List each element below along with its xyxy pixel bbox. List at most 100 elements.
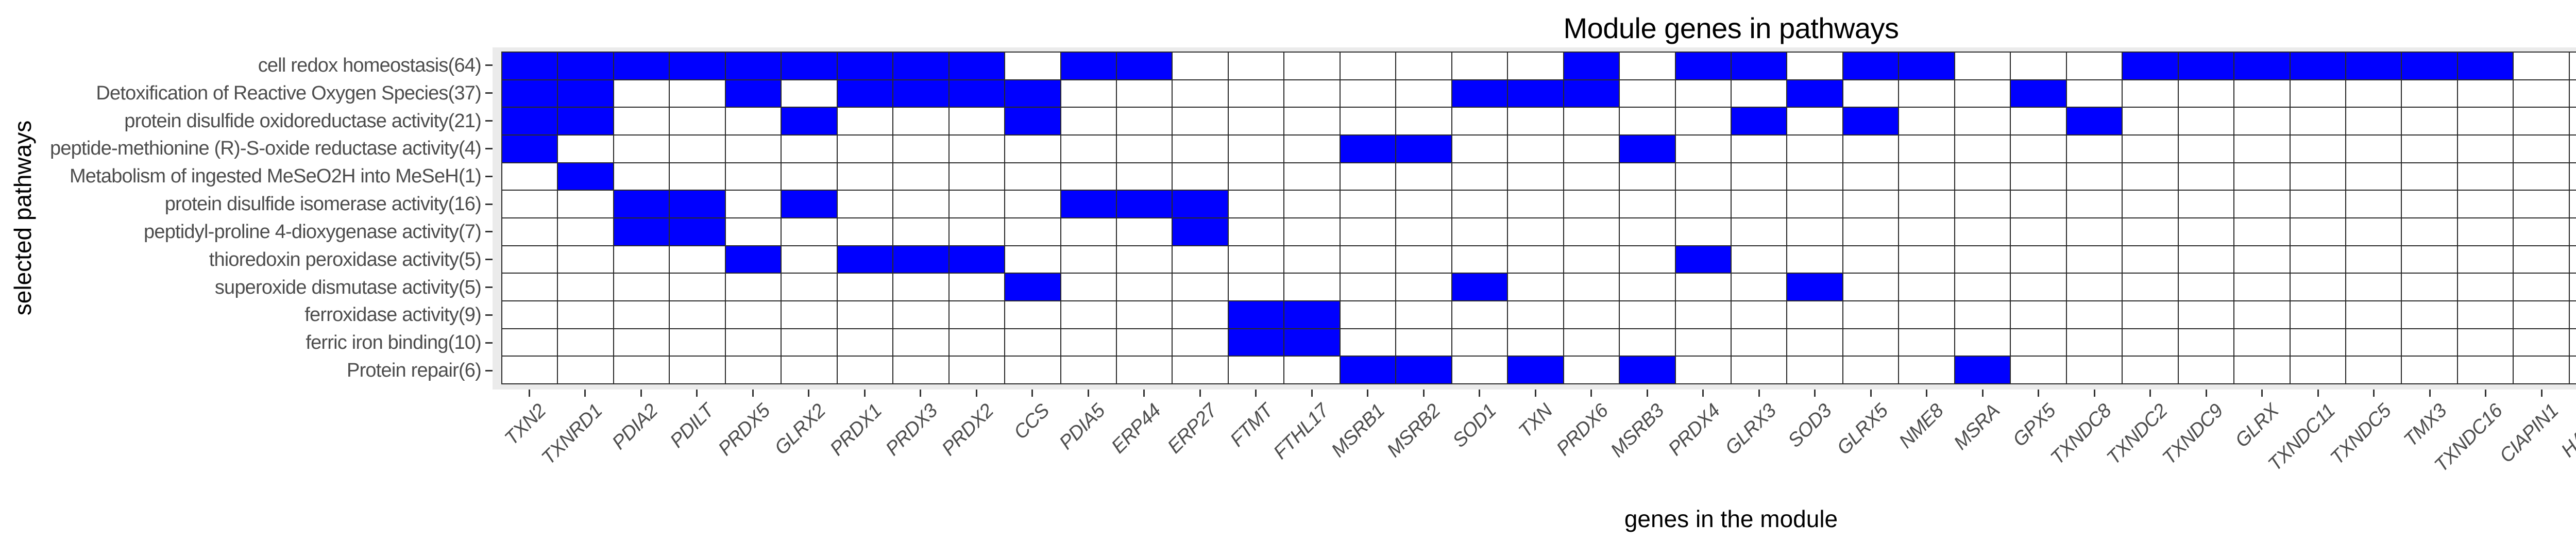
heatmap-cell — [1116, 163, 1172, 190]
heatmap-cell — [1675, 136, 1731, 162]
heatmap-cell — [1955, 191, 2010, 217]
heatmap-cell — [2458, 136, 2513, 162]
heatmap-cell — [1284, 329, 1340, 356]
heatmap-cell — [2514, 53, 2569, 79]
heatmap-cell — [1620, 329, 1675, 356]
heatmap-cell — [2066, 80, 2122, 107]
heatmap-cell — [1228, 191, 1284, 217]
heatmap-cell — [1396, 163, 1451, 190]
heatmap-cell — [1116, 246, 1172, 273]
heatmap-cell — [1284, 357, 1340, 383]
x-axis-tick — [2205, 390, 2207, 397]
heatmap-cell — [2290, 218, 2345, 245]
heatmap-cell — [670, 80, 725, 107]
heatmap-cell — [1508, 53, 1563, 79]
heatmap-cell — [1508, 274, 1563, 300]
heatmap-cell — [1731, 163, 1787, 190]
heatmap-cell — [2458, 246, 2513, 273]
x-axis-tick — [1143, 390, 1145, 397]
heatmap-cell — [1173, 80, 1228, 107]
gene-label: MSRB1 — [1327, 400, 1389, 462]
heatmap-cell — [1452, 108, 1507, 134]
heatmap-cell — [2402, 53, 2457, 79]
heatmap-cell — [1508, 80, 1563, 107]
x-axis-tick — [1758, 390, 1760, 397]
heatmap-cell — [1228, 163, 1284, 190]
y-axis-tick — [485, 175, 493, 177]
heatmap-cell — [1675, 357, 1731, 383]
heatmap-cell — [2514, 274, 2569, 300]
heatmap-cell — [1731, 301, 1787, 328]
heatmap-cell — [1116, 357, 1172, 383]
x-axis-tick — [1534, 390, 1536, 397]
heatmap-cell — [2514, 301, 2569, 328]
gene-label: PRDX4 — [1664, 400, 1724, 460]
heatmap-cell — [1228, 218, 1284, 245]
heatmap-cell — [2123, 218, 2178, 245]
heatmap-cell — [1620, 191, 1675, 217]
heatmap-cell — [2514, 191, 2569, 217]
heatmap-cell — [1173, 357, 1228, 383]
heatmap-cell — [1452, 80, 1507, 107]
gene-label: PDIA5 — [1055, 400, 1110, 454]
heatmap-cell — [1005, 246, 1060, 273]
heatmap-cell — [2123, 274, 2178, 300]
heatmap-cell — [2011, 357, 2066, 383]
heatmap-cell — [893, 80, 948, 107]
heatmap-cell — [1005, 53, 1060, 79]
heatmap-cell — [782, 301, 837, 328]
heatmap-cell — [2402, 357, 2457, 383]
x-axis-tick — [1814, 390, 1816, 397]
heatmap-cell — [2290, 136, 2345, 162]
heatmap-cell — [1564, 80, 1619, 107]
heatmap-cell — [2514, 163, 2569, 190]
heatmap-cell — [2569, 136, 2576, 162]
gene-label: GLRX — [2231, 400, 2283, 452]
gene-label: MSRB3 — [1606, 400, 1669, 462]
heatmap-cell — [837, 108, 893, 134]
heatmap-cell — [1843, 218, 1899, 245]
pathway-label: thioredoxin peroxidase activity(5) — [209, 248, 482, 270]
heatmap-cell — [893, 357, 948, 383]
heatmap-cell — [1787, 218, 1842, 245]
heatmap-cell — [1508, 108, 1563, 134]
heatmap-cell — [1620, 136, 1675, 162]
heatmap-cell — [1787, 108, 1842, 134]
heatmap-cell — [2234, 301, 2290, 328]
heatmap-cell — [1340, 329, 1396, 356]
heatmap-cell — [2011, 218, 2066, 245]
heatmap-cell — [1396, 274, 1451, 300]
heatmap-cell — [2346, 301, 2401, 328]
heatmap-cell — [2402, 329, 2457, 356]
heatmap-cell — [1843, 191, 1899, 217]
heatmap-cell — [1731, 274, 1787, 300]
heatmap-cell — [1787, 329, 1842, 356]
heatmap-cell — [1396, 108, 1451, 134]
heatmap-cell — [2178, 218, 2234, 245]
heatmap-cell — [558, 301, 613, 328]
heatmap-cell — [2514, 329, 2569, 356]
heatmap-cell — [1061, 108, 1116, 134]
heatmap-cell — [2066, 246, 2122, 273]
heatmap-cell — [2066, 108, 2122, 134]
heatmap-cell — [1228, 136, 1284, 162]
heatmap-cell — [614, 53, 669, 79]
heatmap-cell — [1899, 136, 1954, 162]
heatmap-cell — [2178, 108, 2234, 134]
heatmap-cell — [1284, 108, 1340, 134]
gene-label: ERP27 — [1163, 400, 1222, 458]
heatmap-cell — [614, 136, 669, 162]
heatmap-cell — [2123, 108, 2178, 134]
heatmap-cell — [837, 274, 893, 300]
y-axis-tick — [485, 286, 493, 289]
heatmap-cell — [2234, 357, 2290, 383]
heatmap-cell — [2514, 357, 2569, 383]
heatmap-cell — [2011, 191, 2066, 217]
heatmap-cell — [2123, 80, 2178, 107]
y-axis-tick — [485, 369, 493, 371]
heatmap-cell — [2066, 329, 2122, 356]
heatmap-cell — [2458, 163, 2513, 190]
heatmap-cell — [893, 136, 948, 162]
heatmap-cell — [1731, 329, 1787, 356]
heatmap-cell — [1061, 163, 1116, 190]
